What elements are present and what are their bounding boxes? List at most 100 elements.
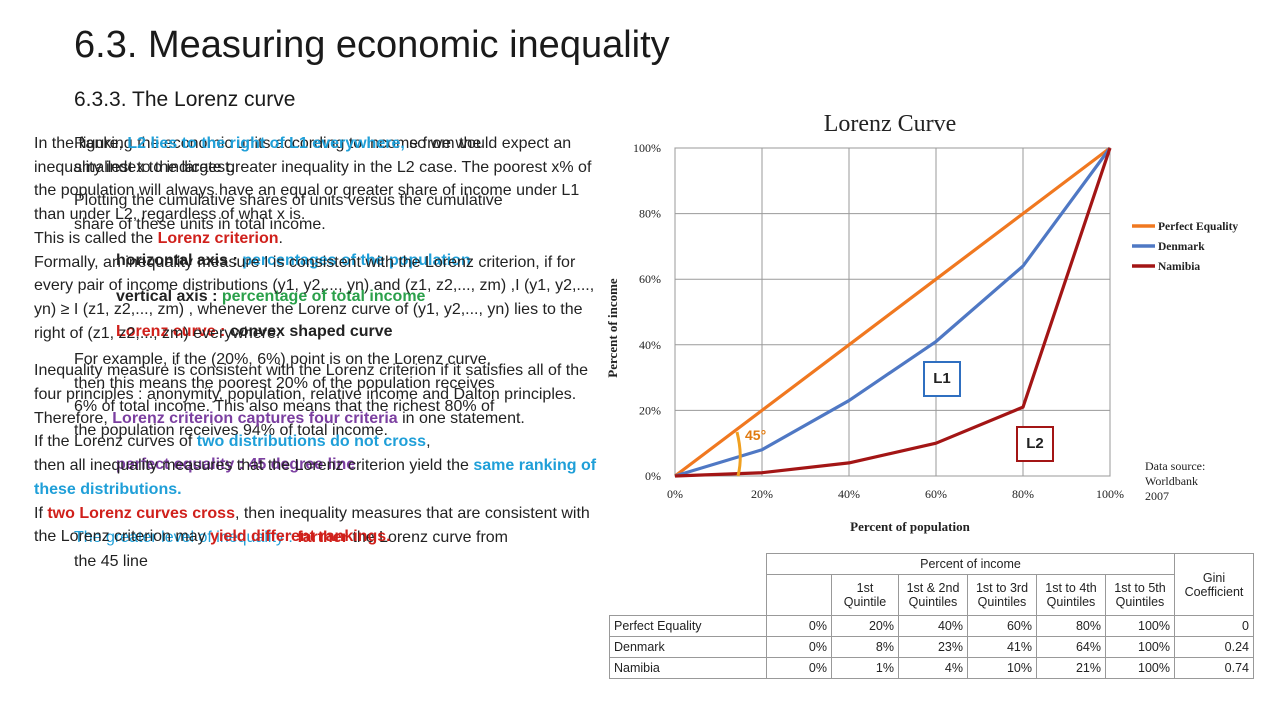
l2-label: L2 <box>1016 426 1054 462</box>
y-tick-label: 0% <box>645 469 661 483</box>
col-header-line: Quintiles <box>1046 595 1096 609</box>
series <box>674 146 1112 478</box>
table-cell: 100% <box>1105 636 1175 658</box>
x-tick-label: 80% <box>1012 487 1034 501</box>
para-emph: two distributions do not cross <box>196 433 427 451</box>
table-cell: 0% <box>766 636 832 658</box>
bullet-emph: percentages of the population <box>242 251 471 269</box>
table-col-header: 1st Quintile <box>831 574 899 616</box>
table-cell: 0% <box>766 615 832 637</box>
para-text: then all inequality measures that the Lo… <box>34 457 474 475</box>
table-cell: 100% <box>1105 657 1175 679</box>
table-cell: 60% <box>967 615 1037 637</box>
table-cell: 0.24 <box>1174 636 1254 658</box>
table-empty-header <box>766 574 832 616</box>
para-text: . <box>278 229 283 247</box>
col-header-line: 1st to 4th <box>1045 581 1097 595</box>
bullet-emph: convex shaped curve <box>229 323 393 341</box>
bullet-text: Ranking the economic units according to … <box>74 135 482 176</box>
data-source-line: Worldbank <box>1145 474 1198 488</box>
angle-label: 45° <box>745 427 766 443</box>
table-cell: 41% <box>967 636 1037 658</box>
row-label: Denmark <box>609 636 767 658</box>
para-text: Therefore, <box>34 409 113 427</box>
series-line <box>674 147 1112 478</box>
series-line <box>674 147 1112 478</box>
paragraph-same-ranking: then all inequality measures that the Lo… <box>34 454 604 501</box>
para-text: This is called the <box>34 229 158 247</box>
bullet-ranking: Ranking the economic units according to … <box>74 132 544 179</box>
table-row: Denmark 0% 8% 23% 41% 64% 100% 0.24 <box>609 636 1254 658</box>
bullet-horizontal-axis: horizontal axis : percentages of the pop… <box>74 249 544 273</box>
legend-label: Denmark <box>1158 241 1205 253</box>
table-cell: 0% <box>766 657 832 679</box>
angle-arc <box>735 431 742 477</box>
bullet-emph: farther <box>297 529 348 547</box>
gini-header-line: Gini <box>1202 570 1226 585</box>
x-tick-label: 20% <box>751 487 773 501</box>
l1-label: L1 <box>923 361 961 397</box>
paragraph-not-cross: If the Lorenz curves of two distribution… <box>34 430 604 454</box>
bullet-text: Plotting the cumulative shares of units … <box>74 192 503 234</box>
paragraph-stack: In the figure, L2 lies to the right of L… <box>34 132 604 549</box>
table-header-row: Percent of income Gini Coefficient <box>609 553 1254 616</box>
col-header-line: 1st <box>856 581 874 595</box>
x-tick-label: 60% <box>925 487 947 501</box>
col-header-line: Quintiles <box>977 595 1027 609</box>
grid <box>674 147 1111 477</box>
para-emph: Lorenz criterion <box>157 229 279 247</box>
row-label: Perfect Equality <box>609 615 767 637</box>
para-text: , <box>426 433 431 451</box>
chart-title: Lorenz Curve <box>824 111 957 137</box>
para-text: in one statement. <box>397 409 525 427</box>
legend: Perfect Equality Denmark Namibia <box>1132 221 1238 273</box>
table-cell: 0.74 <box>1174 657 1254 679</box>
paragraph-figure: In the figure, L2 lies to the right of L… <box>34 132 604 227</box>
table-cell: 80% <box>1036 615 1106 637</box>
table-col-header: 1st to 4th Quintiles <box>1036 574 1106 616</box>
table-cell: 8% <box>831 636 899 658</box>
col-header-line: 1st to 5th <box>1114 581 1166 595</box>
table-cell: 10% <box>967 657 1037 679</box>
bullet-text: vertical axis : <box>116 287 222 305</box>
table-cell: 40% <box>898 615 968 637</box>
table-cell: 100% <box>1105 615 1175 637</box>
y-tick-label: 80% <box>639 207 661 221</box>
bullet-lorenz-curve: Lorenz curve : convex shaped curve <box>74 320 544 344</box>
col-header-line: 1st & 2nd <box>906 581 960 595</box>
para-text: , then inequality measures that are cons… <box>34 504 590 546</box>
table-group-header: Percent of income <box>766 553 1175 575</box>
income-table: Percent of income Gini Coefficient 1st Qu… <box>609 553 1254 679</box>
paragraph-formally: Formally, an inequality measure I is con… <box>34 253 595 342</box>
axes: 0% 20% 40% 60% 80% 100% 0% 20% 40% 60% 80% 100% <box>633 141 1124 501</box>
bullet-text: For example, if the (20%, 6%) point is o… <box>74 350 495 440</box>
y-tick-label: 60% <box>639 272 661 286</box>
para-text: If <box>34 504 48 522</box>
y-tick-label: 20% <box>639 403 661 417</box>
paragraph-therefore: Therefore, Lorenz criterion captures fou… <box>34 407 604 431</box>
slide-subtitle: 6.3.3. The Lorenz curve <box>74 88 296 111</box>
table-cell: 1% <box>831 657 899 679</box>
bullet-plotting: Plotting the cumulative shares of units … <box>74 189 544 236</box>
paragraph-cross: If two Lorenz curves cross, then inequal… <box>34 502 604 549</box>
y-tick-label: 100% <box>633 141 661 155</box>
x-tick-label: 100% <box>1096 487 1124 501</box>
para-text: so we would expect an inequality index t… <box>34 135 592 224</box>
para-emph: two Lorenz curves cross <box>47 504 235 522</box>
table-col-header: 1st to 3rd Quintiles <box>967 574 1037 616</box>
y-axis-label: Percent of income <box>605 278 620 378</box>
para-emph: same ranking of these distributions. <box>34 457 597 498</box>
y-tick-label: 40% <box>639 338 661 352</box>
x-axis-label: Percent of population <box>850 519 970 534</box>
table-row: Perfect Equality 0% 20% 40% 60% 80% 100%… <box>609 615 1254 637</box>
gini-header-line: Coefficient <box>1184 584 1244 599</box>
series-line <box>674 146 1111 478</box>
para-emph: Lorenz criterion captures four criteria <box>112 409 398 427</box>
x-tick-label: 40% <box>838 487 860 501</box>
col-header-line: Quintiles <box>1115 595 1165 609</box>
col-header-line: 1st to 3rd <box>975 581 1029 595</box>
table-corner <box>609 553 767 616</box>
lorenz-chart: Lorenz Curve 0% 20% 40% 60% 80% 100% 0% 20% 40% 6… <box>605 111 1238 534</box>
para-emph: L2 lies to the right of L1 everywhere, <box>127 135 405 152</box>
table-cell: 4% <box>898 657 968 679</box>
